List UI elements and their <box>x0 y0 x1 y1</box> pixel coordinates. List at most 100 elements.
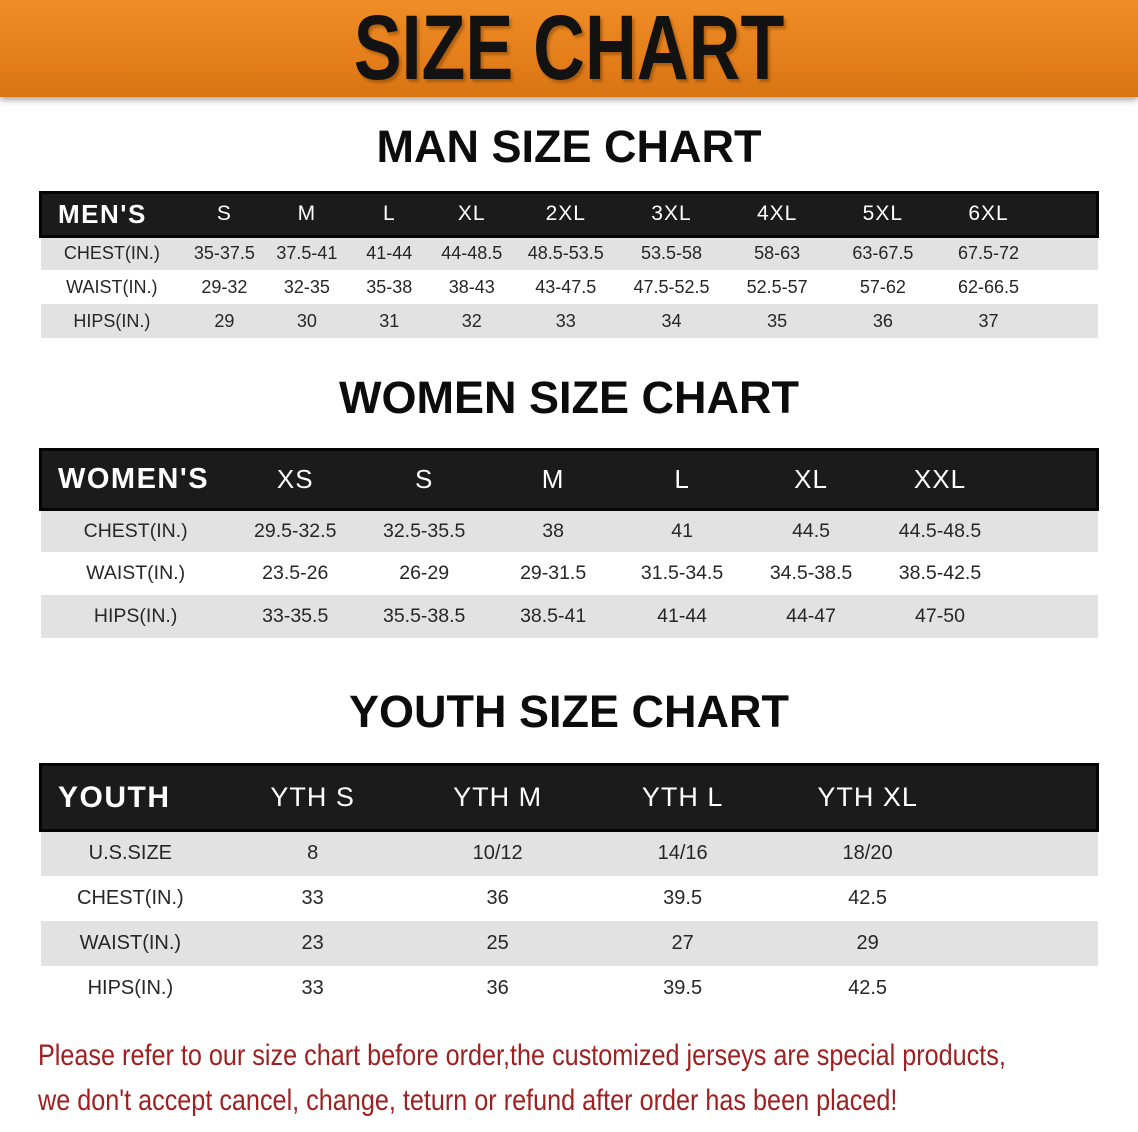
table-row: HIPS(IN.) 33-35.5 35.5-38.5 38.5-41 41-44 44-… <box>40 595 1098 639</box>
women-section-heading: WOMEN SIZE CHART <box>339 372 799 424</box>
table-header-row: YOUTH YTH S YTH M YTH L YTH XL <box>39 763 1100 833</box>
measure-label-cell: CHEST(IN.) <box>77 886 184 909</box>
size-value-cell: 29-31.5 <box>520 562 587 585</box>
size-value-cell: 63-67.5 <box>852 243 914 264</box>
table-row: CHEST(IN.) 29.5-32.5 32.5-35.5 38 41 44.5 44.5… <box>40 509 1098 553</box>
size-value-cell: 35-38 <box>366 276 413 297</box>
size-value-cell: 38-43 <box>448 276 495 297</box>
youth-size-section: YOUTH SIZE CHART YOUTH YTH S YTH M YTH L YTH… <box>0 686 1138 1011</box>
table-header-row: MEN'S S M L XL 2XL 3XL 4XL 5XL 6XL <box>39 190 1100 238</box>
size-value-cell: 32.5-35.5 <box>382 520 466 543</box>
row-filler-cell <box>1041 236 1097 270</box>
size-header-cell: 6XL <box>935 190 1042 238</box>
size-header-cell: XL <box>746 447 876 511</box>
size-header-cell: YTH M <box>405 763 591 833</box>
women-size-section: WOMEN SIZE CHART WOMEN'S XS S M L XL XXL CHEST(… <box>0 372 1138 639</box>
size-header-cell: M <box>265 190 349 238</box>
size-value-cell: 32-35 <box>283 276 330 297</box>
header-filler-cell <box>960 763 1100 833</box>
size-value-cell: 48.5-53.5 <box>527 243 604 264</box>
row-filler-cell <box>1004 552 1097 595</box>
size-value-cell: 36 <box>486 886 509 909</box>
size-value-cell: 44.5-48.5 <box>898 520 982 543</box>
men-section-heading: MAN SIZE CHART <box>376 121 762 172</box>
table-row: WAIST(IN.) 23 25 27 29 <box>40 920 1098 966</box>
size-value-cell: 53.5-58 <box>640 243 702 264</box>
size-value-cell: 44-48.5 <box>441 243 503 264</box>
row-filler-cell <box>1041 270 1097 304</box>
measure-label-cell: WAIST(IN.) <box>66 276 158 297</box>
size-value-cell: 58-63 <box>754 243 801 264</box>
size-value-cell: 41-44 <box>657 605 708 628</box>
size-value-cell: 38 <box>542 520 564 543</box>
size-value-cell: 67.5-72 <box>958 243 1020 264</box>
size-header-cell: YTH XL <box>775 763 961 833</box>
size-value-cell: 44.5 <box>792 520 831 543</box>
size-value-cell: 35.5-38.5 <box>382 605 466 628</box>
size-value-cell: 39.5 <box>663 976 703 999</box>
size-header-cell: S <box>359 447 489 511</box>
size-value-cell: 29-32 <box>201 276 248 297</box>
size-value-cell: 18/20 <box>842 842 893 865</box>
disclaimer-line-2: we don't accept cancel, change, teturn o… <box>38 1083 898 1117</box>
size-value-cell: 26-29 <box>399 562 450 585</box>
size-value-cell: 10/12 <box>472 842 523 865</box>
size-value-cell: 36 <box>872 310 893 331</box>
table-row: WAIST(IN.) 23.5-26 26-29 29-31.5 31.5-34.5 34… <box>40 552 1098 596</box>
size-value-cell: 27 <box>671 931 694 954</box>
size-value-cell: 42.5 <box>848 976 888 999</box>
size-value-cell: 41-44 <box>366 243 413 264</box>
size-value-cell: 37.5-41 <box>276 243 338 264</box>
size-value-cell: 37 <box>978 310 999 331</box>
size-value-cell: 43-47.5 <box>535 276 597 297</box>
disclaimer-note: Please refer to our size chart before or… <box>38 1033 1138 1123</box>
measure-label-cell: WAIST(IN.) <box>79 931 182 954</box>
table-header-row: WOMEN'S XS S M L XL XXL <box>38 447 1100 511</box>
row-filler-cell <box>960 966 1097 1011</box>
size-value-cell: 33 <box>301 976 324 999</box>
measure-label-cell: CHEST(IN.) <box>83 520 188 543</box>
size-header-cell: L <box>617 447 747 511</box>
size-value-cell: 32 <box>461 310 482 331</box>
size-header-cell: 4XL <box>724 190 830 238</box>
header-filler-cell <box>1004 447 1100 511</box>
size-header-cell: XS <box>230 447 360 511</box>
table-row: WAIST(IN.) 29-32 32-35 35-38 38-43 43-47.5 47.… <box>40 270 1098 305</box>
size-value-cell: 62-66.5 <box>958 276 1020 297</box>
size-value-cell: 8 <box>307 842 319 865</box>
row-filler-cell <box>1004 509 1097 552</box>
table-group-label: MEN'S <box>39 190 184 238</box>
size-header-cell: YTH S <box>220 763 406 833</box>
table-group-label: WOMEN'S <box>38 447 231 511</box>
size-value-cell: 31.5-34.5 <box>640 562 724 585</box>
table-row: CHEST(IN.) 35-37.5 37.5-41 41-44 44-48.5 48.5… <box>40 236 1098 271</box>
size-value-cell: 57-62 <box>859 276 906 297</box>
size-value-cell: 47.5-52.5 <box>633 276 710 297</box>
size-value-cell: 29.5-32.5 <box>254 520 337 543</box>
youth-section-heading: YOUTH SIZE CHART <box>348 686 789 738</box>
size-header-cell: XXL <box>875 447 1005 511</box>
header-filler-cell <box>1041 190 1100 238</box>
row-filler-cell <box>960 921 1097 966</box>
size-value-cell: 30 <box>296 310 317 331</box>
disclaimer-footer: Please refer to our size chart before or… <box>0 1033 1138 1123</box>
size-value-cell: 33 <box>555 310 576 331</box>
size-value-cell: 34 <box>661 310 682 331</box>
size-header-cell: L <box>348 190 431 238</box>
size-value-cell: 35-37.5 <box>193 243 255 264</box>
size-header-cell: 2XL <box>512 190 619 238</box>
size-header-cell: YTH L <box>590 763 776 833</box>
measure-label-cell: WAIST(IN.) <box>86 562 186 585</box>
size-header-cell: M <box>488 447 618 511</box>
table-group-label: YOUTH <box>39 763 221 833</box>
size-value-cell: 14/16 <box>657 842 708 865</box>
measure-label-cell: CHEST(IN.) <box>63 243 160 264</box>
row-filler-cell <box>1041 304 1097 338</box>
row-filler-cell <box>960 831 1097 876</box>
size-value-cell: 42.5 <box>848 886 888 909</box>
size-header-cell: 3XL <box>618 190 725 238</box>
size-value-cell: 29 <box>214 310 235 331</box>
row-filler-cell <box>960 876 1097 921</box>
size-chart-banner: SIZE CHART <box>0 0 1138 97</box>
size-value-cell: 31 <box>379 310 400 331</box>
